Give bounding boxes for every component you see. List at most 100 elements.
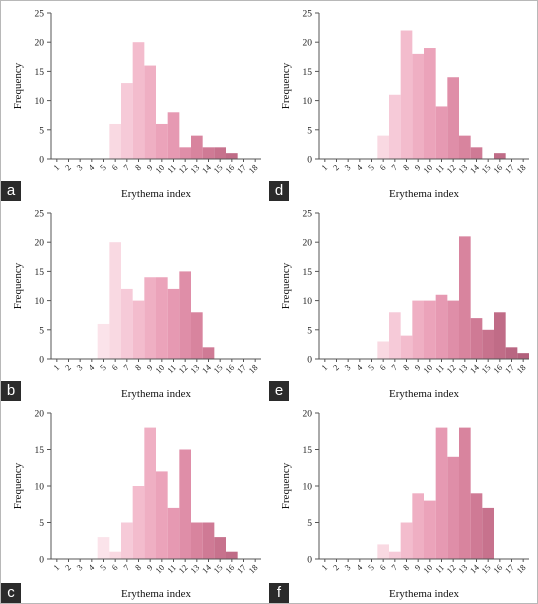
chart-d-xtick-label-1: 1: [319, 162, 329, 172]
chart-f-xtick-label-7: 7: [389, 562, 399, 572]
chart-d-ytick-label-15: 15: [303, 68, 313, 78]
chart-b-bar-10: [156, 277, 168, 359]
chart-c-bar-7: [121, 522, 133, 559]
chart-d-xtick-label-2: 2: [331, 162, 341, 172]
chart-b-ytick-label-20: 20: [35, 239, 45, 249]
chart-b-yticks: 0 5 10 15 20 25: [35, 210, 51, 366]
chart-f-ylabel: Frequency: [280, 462, 292, 509]
chart-d-bar-11: [435, 106, 448, 159]
chart-b-ytick-label-5: 5: [39, 326, 44, 336]
chart-a-bars: [109, 42, 238, 160]
chart-a-xtick-label-5: 5: [98, 162, 108, 172]
panel-d: 0 5 10 15 20 25 1 2 3 4 5 6 7 8 9 10 11 12 13 14 15 16 17 18 F…: [269, 1, 537, 201]
chart-e-xtick-label-8: 8: [401, 362, 411, 372]
panel-f-label: f: [269, 583, 289, 603]
chart-e-xtick-label-7: 7: [389, 362, 399, 372]
panel-f: 0 5 10 15 20 1 2 3 4 5 6 7 8 9 10 11 12 13 14 15 16 17 18 Fre…: [269, 401, 537, 603]
chart-f-bar-15: [482, 507, 494, 559]
chart-c-xtick-label-4: 4: [86, 562, 97, 573]
chart-a-ylabel: Frequency: [12, 62, 24, 109]
chart-a-xtick-label-9: 9: [145, 162, 155, 172]
chart-c-xtick-label-3: 3: [75, 562, 85, 572]
chart-a-bar-6: [109, 123, 121, 159]
chart-c-xtick-label-9: 9: [145, 562, 155, 572]
chart-e-bar-9: [412, 300, 424, 359]
chart-e-ytick-label-5: 5: [307, 326, 312, 336]
panel-b: 0 5 10 15 20 25 1 2 3 4 5 6 7 8 9 10 11 12 13 14 15 16 17 18 F…: [1, 201, 269, 401]
chart-e-bar-16: [494, 312, 506, 359]
chart-e-xtick-label-4: 4: [354, 362, 365, 373]
chart-a-xtick-label-6: 6: [110, 162, 120, 172]
chart-e-xtick-label-10: 10: [421, 362, 434, 375]
chart-f-bar-12: [447, 456, 459, 559]
chart-b-xtick-label-18: 18: [246, 362, 259, 375]
chart-a-ytick-label-20: 20: [35, 39, 45, 49]
chart-f-xtick-label-9: 9: [413, 562, 423, 572]
chart-e-ylabel: Frequency: [280, 262, 292, 309]
chart-b-xtick-label-9: 9: [145, 362, 155, 372]
chart-f-bar-6: [377, 544, 389, 559]
chart-d-bars: [377, 30, 506, 159]
chart-b-xlabel: Erythema index: [121, 388, 191, 400]
panel-b-label: b: [1, 381, 21, 401]
chart-d-xtick-label-8: 8: [401, 162, 411, 172]
chart-b-bar-13: [191, 312, 203, 359]
chart-e-bar-14: [470, 318, 483, 359]
chart-f-xtick-label-18: 18: [514, 562, 527, 575]
chart-d-xtick-label-10: 10: [421, 162, 434, 175]
chart-e-bar-13: [459, 236, 471, 359]
chart-c-bar-5: [97, 537, 110, 559]
chart-d-ylabel: Frequency: [280, 62, 292, 109]
chart-e-bar-6: [377, 341, 389, 359]
chart-e-xtick-label-18: 18: [514, 362, 527, 375]
chart-f-ytick-label-15: 15: [303, 446, 313, 456]
chart-e-bar-17: [505, 347, 518, 359]
chart-f-xtick-label-6: 6: [378, 562, 388, 572]
chart-d-xtick-label-5: 5: [366, 162, 376, 172]
chart-f-axes: [318, 413, 529, 560]
chart-b-ytick-label-15: 15: [35, 268, 45, 278]
chart-c-bar-6: [109, 551, 121, 559]
chart-d-ytick-label-20: 20: [303, 39, 313, 49]
chart-f-xtick-label-8: 8: [401, 562, 411, 572]
chart-d-bar-14: [470, 147, 483, 159]
chart-c-xtick-label-5: 5: [98, 562, 108, 572]
chart-e-xtick-label-5: 5: [366, 362, 376, 372]
chart-d-xtick-label-18: 18: [514, 162, 527, 175]
chart-f-xtick-label-1: 1: [319, 562, 329, 572]
chart-e-bar-7: [389, 312, 401, 359]
chart-d-xtick-label-4: 4: [354, 162, 365, 173]
chart-d-xtick-label-7: 7: [389, 162, 399, 172]
chart-b-bar-8: [132, 300, 145, 359]
chart-d-ytick-label-5: 5: [307, 126, 312, 136]
chart-b-xtick-label-2: 2: [63, 362, 73, 372]
chart-b-bar-6: [109, 242, 121, 359]
chart-f-bar-13: [459, 427, 471, 559]
chart-f-yticks: 0 5 10 15 20: [303, 410, 319, 566]
chart-f-ytick-label-10: 10: [303, 483, 313, 493]
chart-d-bar-13: [459, 135, 471, 159]
chart-e-bar-11: [435, 294, 448, 359]
chart-e-ytick-label-10: 10: [303, 297, 313, 307]
chart-f-bar-14: [470, 493, 483, 559]
chart-a-xtick-label-1: 1: [51, 162, 61, 172]
chart-e-ytick-label-25: 25: [303, 210, 313, 220]
panel-e: 0 5 10 15 20 25 1 2 3 4 5 6 7 8 9 10 11 12 13 14 15 16 17 18 F…: [269, 201, 537, 401]
chart-e-bar-10: [424, 300, 436, 359]
chart-a-bar-16: [226, 153, 238, 159]
chart-a-ytick-label-5: 5: [39, 126, 44, 136]
chart-c-ytick-label-15: 15: [35, 446, 45, 456]
chart-f-xlabel: Erythema index: [389, 588, 459, 600]
chart-d-ytick-label-0: 0: [307, 156, 312, 166]
chart-b-ylabel: Frequency: [12, 262, 24, 309]
chart-d-xtick-label-9: 9: [413, 162, 423, 172]
chart-d-yticks: 0 5 10 15 20 25: [303, 10, 319, 166]
chart-d-bar-8: [400, 30, 413, 159]
chart-f-bar-7: [389, 551, 401, 559]
